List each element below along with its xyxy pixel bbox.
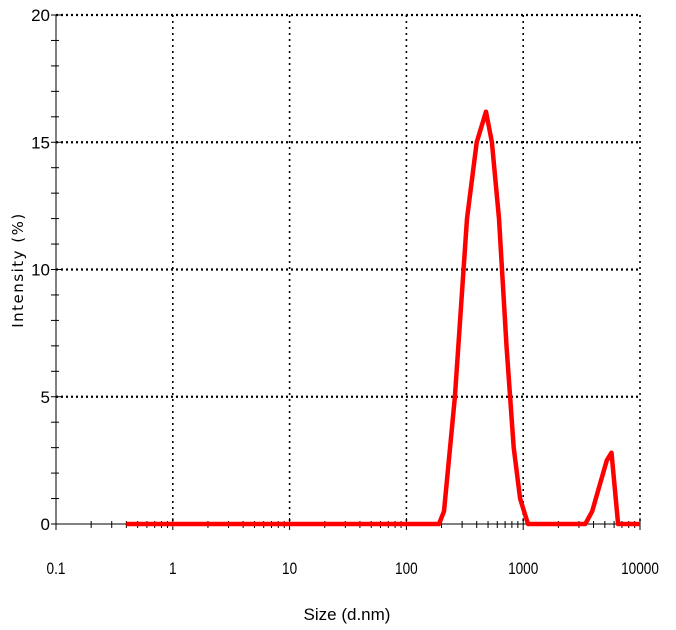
grid: [56, 13, 641, 524]
series: [126, 109, 640, 527]
x-tick-label: 10000: [621, 560, 659, 579]
y-tick-label: 20: [31, 6, 50, 25]
x-axis-title: Size (d.nm): [304, 605, 391, 624]
x-tick-label: 1: [169, 560, 177, 579]
y-axis-title: Intensity (%): [9, 212, 27, 328]
x-tick-label: 100: [395, 560, 418, 579]
y-tick-label: 10: [31, 261, 50, 280]
y-tick-label: 0: [41, 515, 50, 534]
x-tick-label: 0.1: [47, 560, 66, 579]
x-tick-label: 1000: [508, 560, 538, 579]
tick-labels: 0.1 1 10 100 1000 10000 0 5 10 15 20: [31, 6, 659, 578]
intensity-series-line: [126, 109, 640, 527]
x-tick-label: 10: [282, 560, 297, 579]
ticks: [51, 14, 641, 530]
y-tick-label: 5: [41, 388, 50, 407]
y-tick-label: 15: [31, 133, 50, 152]
